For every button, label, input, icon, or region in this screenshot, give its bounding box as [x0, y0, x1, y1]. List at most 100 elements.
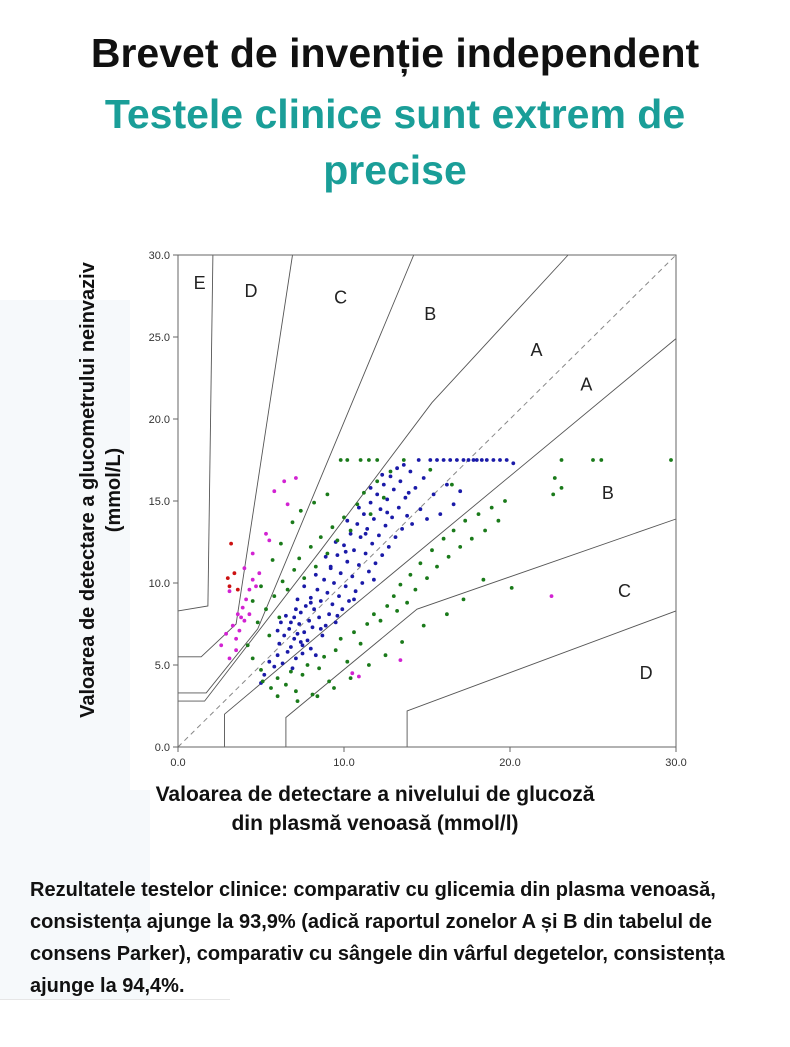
data-point — [489, 505, 494, 510]
data-point — [445, 612, 449, 617]
data-point — [317, 666, 321, 671]
data-point — [328, 566, 333, 571]
data-point — [504, 458, 509, 462]
data-point — [294, 656, 298, 661]
data-point — [385, 604, 390, 608]
data-point — [300, 643, 305, 648]
data-point — [491, 458, 496, 462]
data-point — [400, 527, 404, 531]
data-point — [310, 692, 315, 697]
data-point — [441, 536, 446, 541]
data-point — [275, 628, 280, 633]
zone-boundaries — [177, 254, 677, 748]
zone-label-c: C — [334, 288, 347, 308]
data-point — [302, 576, 307, 580]
zone-boundary-line-6 — [224, 338, 677, 747]
data-point — [358, 535, 363, 539]
data-point — [294, 607, 298, 612]
zone-boundary-line-3 — [178, 254, 415, 694]
data-point — [353, 589, 358, 594]
data-point — [234, 636, 239, 641]
data-point — [280, 579, 285, 584]
data-point — [408, 469, 413, 474]
data-point — [363, 551, 368, 556]
data-point — [390, 515, 394, 520]
data-point — [357, 674, 361, 679]
data-point — [227, 584, 232, 589]
data-point — [325, 492, 330, 497]
data-point — [509, 586, 514, 590]
data-point — [275, 676, 280, 680]
data-point — [400, 640, 404, 644]
data-point — [383, 523, 388, 528]
data-point — [289, 669, 293, 674]
data-point — [333, 620, 338, 625]
data-point — [308, 595, 313, 600]
data-point — [338, 458, 343, 462]
data-point — [224, 631, 229, 636]
data-point — [398, 582, 403, 587]
data-point — [431, 492, 436, 497]
data-point — [496, 518, 501, 523]
data-point — [250, 599, 255, 603]
data-point — [375, 479, 380, 484]
data-point — [348, 528, 353, 533]
data-point — [398, 479, 403, 484]
zone-label-a: A — [580, 375, 592, 395]
data-point — [308, 545, 313, 549]
page-subtitle: Testele clinice sunt extrem de precise — [104, 91, 686, 193]
data-point — [295, 699, 300, 703]
data-point — [308, 600, 313, 605]
data-point — [378, 507, 383, 512]
data-point — [272, 664, 277, 669]
data-point — [360, 581, 365, 585]
data-point — [345, 559, 350, 564]
data-point — [322, 654, 326, 659]
data-point — [388, 469, 393, 474]
data-point — [362, 490, 366, 495]
data-point — [337, 594, 341, 598]
data-point — [338, 636, 343, 641]
data-point — [294, 476, 298, 480]
zone-label-d: D — [640, 663, 653, 683]
data-point — [451, 528, 456, 533]
data-point — [298, 508, 303, 513]
data-point — [330, 602, 335, 607]
data-point — [357, 563, 361, 567]
data-point — [357, 505, 361, 510]
data-point — [375, 492, 380, 497]
data-point — [327, 612, 331, 617]
data-point — [285, 502, 290, 507]
data-point — [292, 568, 297, 572]
data-points — [219, 458, 673, 703]
data-point — [244, 597, 249, 602]
data-point — [219, 643, 224, 648]
data-point — [368, 486, 373, 490]
data-point — [355, 522, 360, 526]
data-point — [315, 587, 320, 592]
data-point — [370, 541, 375, 546]
data-point — [410, 522, 414, 526]
data-point — [455, 458, 459, 462]
data-point — [441, 458, 446, 462]
data-point — [232, 571, 237, 576]
data-point — [474, 458, 479, 462]
data-point — [368, 500, 373, 505]
data-point — [254, 584, 258, 589]
data-point — [259, 584, 263, 589]
data-point — [352, 597, 356, 602]
data-point — [367, 569, 371, 574]
zone-boundary-line-7 — [285, 518, 677, 747]
data-point — [481, 577, 486, 582]
data-point — [511, 461, 516, 466]
data-point — [242, 618, 247, 623]
data-point — [230, 623, 235, 628]
data-point — [300, 651, 305, 656]
data-point — [363, 531, 368, 536]
y-tick-label: 15.0 — [149, 496, 170, 508]
data-point — [250, 551, 255, 556]
data-point — [350, 671, 355, 676]
data-point — [375, 458, 380, 462]
data-point — [303, 604, 308, 608]
data-point — [247, 587, 252, 592]
